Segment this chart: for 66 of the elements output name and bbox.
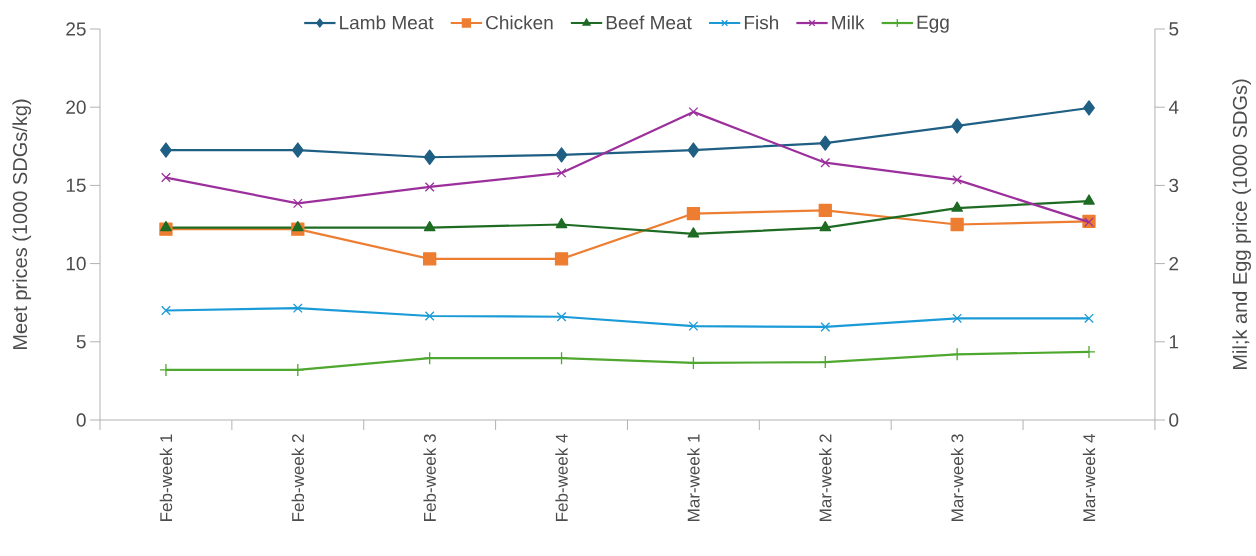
x-tick-label: Feb-week 2 [291,434,305,521]
point [291,220,304,232]
point [291,142,304,158]
y-tick-label: 25 [66,22,86,36]
y2-tick-label: 4 [1168,100,1179,114]
point [819,220,832,232]
point [160,220,172,232]
point [161,172,171,183]
point [1083,194,1095,205]
point [1083,100,1095,116]
x-tick-label: Mar-week 1 [687,434,700,521]
point [424,182,435,192]
point [818,355,832,369]
x-tick-label: Feb-week 4 [555,434,568,521]
point [952,313,963,324]
legend-label: Beef Meat [606,15,692,30]
point [1084,313,1094,324]
y-tick-label: 10 [66,256,86,271]
y2-tick-label: 1 [1169,335,1179,349]
point [555,217,568,229]
legend-label: Chicken [486,15,553,30]
y-tick-label: 20 [66,100,86,114]
y2-tick-label: 5 [1169,22,1179,36]
point [950,217,964,232]
point [292,303,303,314]
point [951,201,963,212]
point [687,142,700,158]
point [952,175,963,185]
x-tick-label: Mar-week 3 [950,434,964,521]
point [951,118,964,134]
point [556,167,567,178]
y2-tick-label: 3 [1169,178,1179,193]
point [556,311,567,322]
point [554,252,569,266]
y2-axis-title: Mil;k and Egg price (1000 SDGs) [1232,79,1251,370]
y-tick-label: 5 [76,335,86,349]
point [950,347,964,361]
point [161,305,171,316]
point [423,220,436,232]
y2-tick-label: 0 [1169,413,1179,427]
point [820,157,831,168]
y-axis-title: Meet prices (1000 SDGs/kg) [12,99,32,349]
point [423,149,436,165]
point [160,142,172,158]
point [423,252,437,266]
point [819,135,832,151]
x-tick-label: Feb-week 3 [423,434,436,521]
point [555,147,568,163]
legend-label: Lamb Meat [340,15,434,30]
legend-label: Milk [832,15,865,30]
point [292,198,303,209]
point [688,321,699,332]
point [687,227,700,238]
legend-label: Egg [917,15,949,33]
y2-tick-label: 2 [1169,256,1179,271]
x-tick-label: Mar-week 2 [819,434,832,521]
point [820,322,831,332]
point [688,106,699,117]
legend-label: Fish [744,15,779,30]
point [686,206,701,221]
x-tick-label: Mar-week 4 [1082,434,1096,521]
point [818,203,832,218]
point [424,311,435,321]
y-tick-label: 15 [66,178,86,193]
y-tick-label: 0 [76,413,86,427]
x-tick-label: Feb-week 1 [159,434,173,521]
